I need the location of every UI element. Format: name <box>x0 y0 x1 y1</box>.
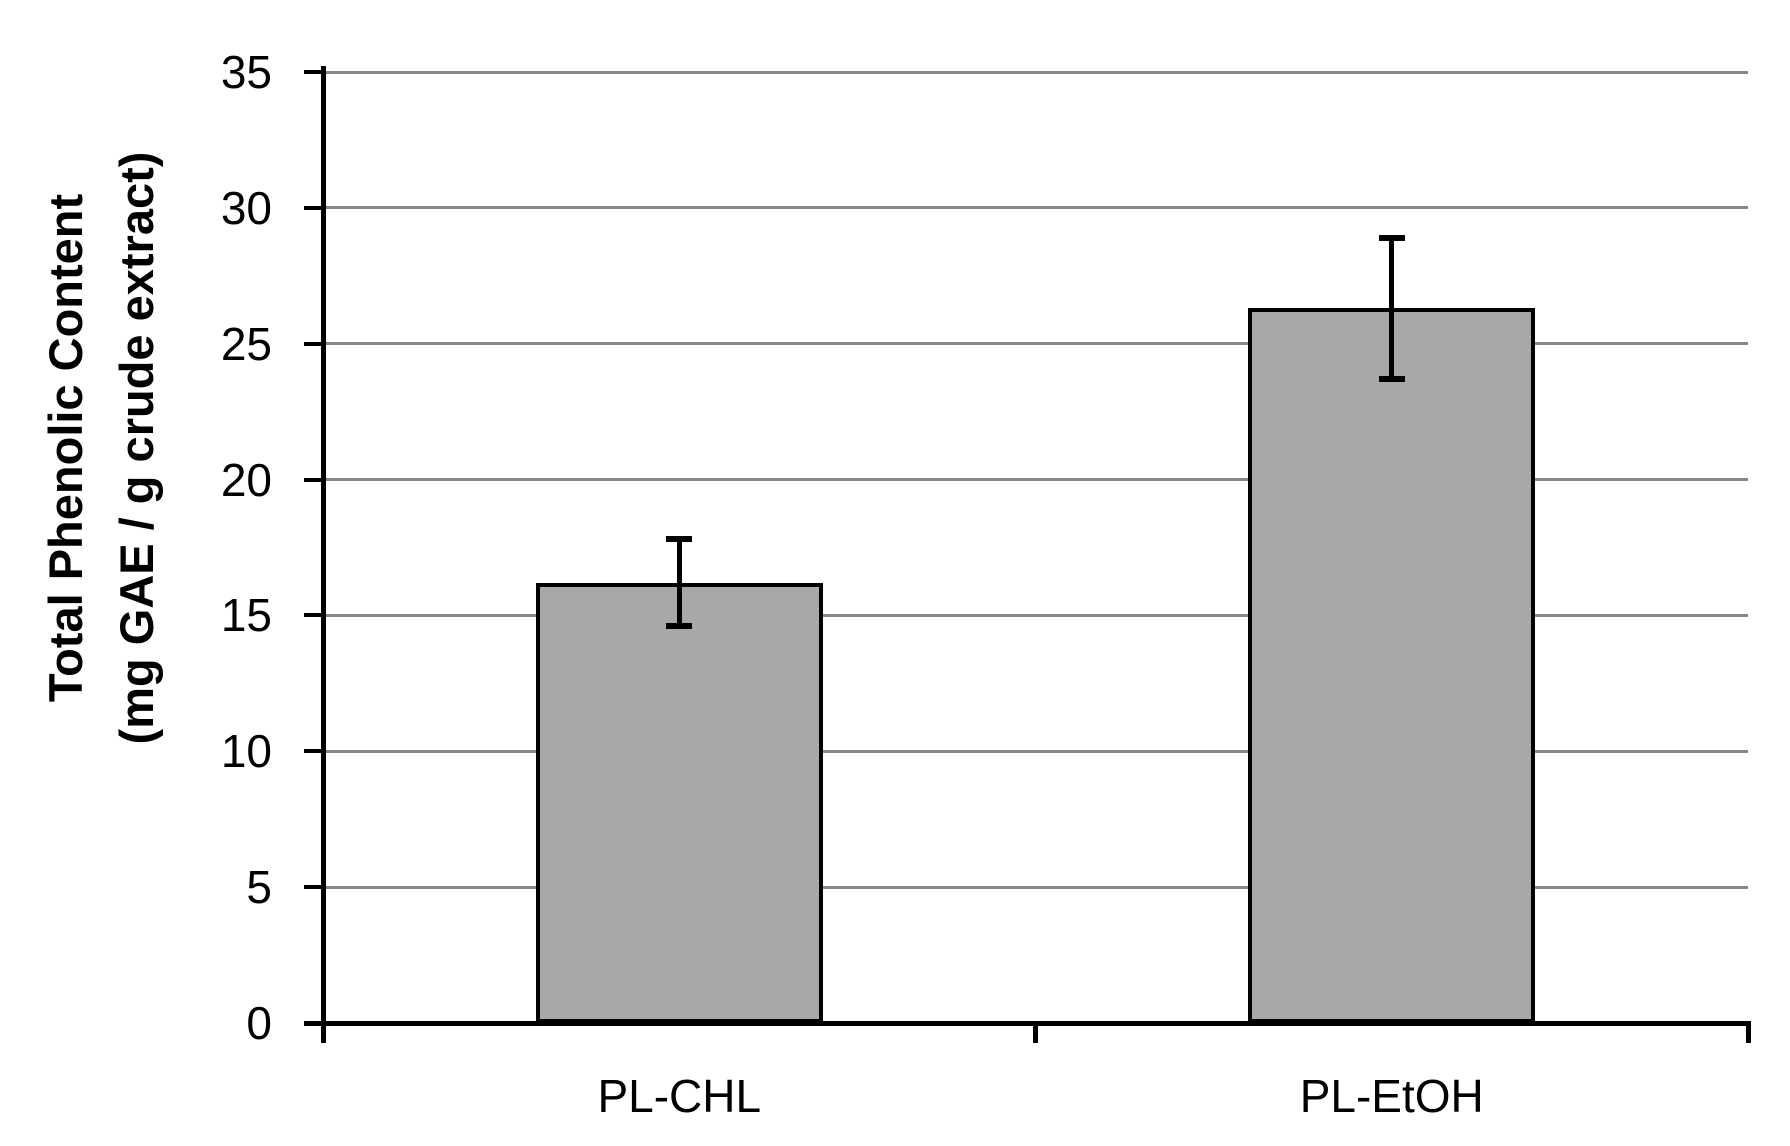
error-bar-cap-top <box>1378 234 1405 241</box>
gridline <box>323 342 1748 346</box>
y-tick <box>304 205 323 210</box>
y-tick-label: 15 <box>220 589 272 642</box>
error-bar-cap-top <box>666 536 693 543</box>
error-bar-cap-bottom <box>666 623 693 630</box>
gridline <box>323 70 1748 74</box>
error-bar-line <box>1389 237 1395 380</box>
y-tick <box>304 477 323 482</box>
y-tick-label: 30 <box>220 181 272 234</box>
x-tick <box>1745 1021 1751 1043</box>
gridline <box>323 613 1748 617</box>
y-tick <box>304 613 323 618</box>
error-bar-cap-bottom <box>1378 376 1405 383</box>
y-tick-label: 0 <box>246 997 272 1049</box>
y-tick <box>304 749 323 754</box>
y-tick <box>304 885 323 890</box>
x-category-label: PL-CHL <box>597 1070 762 1122</box>
y-tick-label: 20 <box>220 453 272 506</box>
y-axis-line <box>321 66 326 1043</box>
gridline <box>323 749 1748 753</box>
bar <box>1248 308 1536 1023</box>
x-tick <box>1033 1021 1038 1043</box>
error-bar-line <box>676 539 682 627</box>
gridline <box>323 206 1748 210</box>
y-tick-label: 25 <box>220 317 272 370</box>
y-tick-label: 35 <box>220 46 272 98</box>
bar <box>535 582 823 1023</box>
y-tick-label: 10 <box>220 725 272 778</box>
y-tick-label: 5 <box>246 861 272 914</box>
gridline <box>323 478 1748 482</box>
gridline <box>323 885 1748 889</box>
y-tick <box>304 341 323 346</box>
x-axis-line <box>304 1021 1748 1026</box>
y-tick <box>304 70 323 74</box>
x-category-label: PL-EtOH <box>1299 1070 1484 1122</box>
